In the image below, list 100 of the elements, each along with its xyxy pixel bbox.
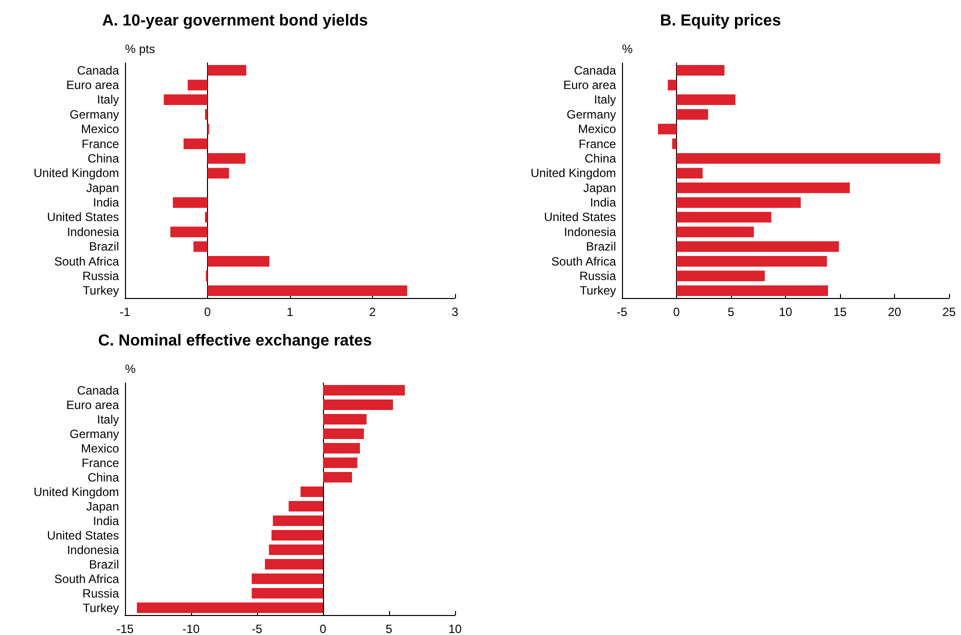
bar bbox=[208, 285, 408, 296]
y-tick-label: Canada bbox=[76, 63, 120, 78]
bar bbox=[193, 241, 208, 252]
y-tick-label: Italy bbox=[96, 412, 119, 426]
bar bbox=[676, 153, 940, 164]
y-tick-label: Turkey bbox=[82, 284, 119, 298]
y-axis-title: % bbox=[622, 42, 633, 56]
y-tick-label: United States bbox=[46, 528, 119, 542]
bar bbox=[323, 385, 405, 396]
y-tick-label: Italy bbox=[96, 92, 119, 107]
x-tick-label: 0 bbox=[673, 305, 680, 319]
bar bbox=[676, 168, 703, 178]
bar bbox=[676, 285, 828, 296]
x-tick-label: 5 bbox=[386, 622, 393, 635]
x-tick-label: 3 bbox=[452, 305, 459, 319]
bar bbox=[323, 428, 364, 439]
bar bbox=[323, 472, 352, 482]
y-tick-label: Mexico bbox=[578, 122, 616, 136]
bar bbox=[676, 256, 827, 267]
bar bbox=[323, 458, 358, 468]
y-tick-label: South Africa bbox=[54, 572, 120, 586]
bar bbox=[208, 168, 229, 178]
bar bbox=[323, 400, 393, 410]
y-tick-label: Brazil bbox=[88, 240, 119, 254]
y-tick-label: United Kingdom bbox=[530, 166, 616, 180]
bar bbox=[252, 574, 323, 584]
chart-title: C. Nominal effective exchange rates bbox=[98, 332, 372, 350]
y-tick-label: Germany bbox=[70, 426, 119, 441]
bar bbox=[272, 516, 323, 526]
y-tick-label: Brazil bbox=[88, 557, 119, 572]
y-tick-label: Euro area bbox=[563, 78, 616, 92]
y-tick-label: Japan bbox=[86, 180, 119, 195]
x-tick-label: 10 bbox=[778, 305, 792, 319]
bar bbox=[676, 226, 754, 238]
x-tick-label: -1 bbox=[120, 305, 131, 319]
bar bbox=[676, 109, 708, 120]
y-tick-label: Japan bbox=[583, 180, 616, 195]
bar bbox=[208, 153, 246, 164]
x-tick-label: -5 bbox=[252, 622, 263, 635]
y-tick-label: Euro area bbox=[66, 78, 120, 92]
chart-title: B. Equity prices bbox=[660, 12, 782, 30]
y-tick-label: Russia bbox=[579, 268, 616, 283]
bar bbox=[323, 443, 360, 454]
bar bbox=[676, 241, 839, 252]
y-tick-label: Indonesia bbox=[564, 224, 616, 239]
bar bbox=[658, 124, 676, 134]
x-tick-label: 10 bbox=[448, 622, 462, 635]
bar bbox=[252, 588, 323, 598]
y-tick-label: United States bbox=[46, 210, 119, 224]
y-tick-label: Mexico bbox=[80, 122, 120, 136]
bar bbox=[172, 197, 208, 208]
y-tick-label: South Africa bbox=[551, 254, 616, 268]
y-tick-label: Canada bbox=[76, 383, 120, 398]
bar bbox=[288, 501, 323, 512]
bar bbox=[264, 559, 323, 570]
bar bbox=[672, 138, 676, 150]
y-tick-label: Germany bbox=[70, 107, 119, 122]
y-tick-label: Indonesia bbox=[66, 224, 120, 239]
y-tick-label: United States bbox=[544, 210, 616, 224]
x-tick-label: -5 bbox=[616, 305, 628, 319]
y-tick-label: South Africa bbox=[54, 254, 120, 268]
y-tick-label: Brazil bbox=[586, 240, 616, 254]
y-tick-label: Indonesia bbox=[66, 542, 120, 557]
y-tick-label: United Kingdom bbox=[34, 484, 119, 499]
y-tick-label: France bbox=[82, 456, 120, 470]
bar bbox=[676, 182, 850, 194]
x-tick-label: 2 bbox=[369, 305, 376, 319]
bar bbox=[184, 138, 208, 150]
bar bbox=[188, 80, 208, 90]
x-tick-label: 5 bbox=[728, 305, 735, 319]
y-tick-label: France bbox=[82, 136, 120, 151]
x-tick-label: -10 bbox=[182, 622, 200, 635]
y-tick-label: Turkey bbox=[82, 600, 119, 615]
y-tick-label: Canada bbox=[574, 63, 616, 78]
bar bbox=[676, 212, 772, 223]
bar bbox=[136, 602, 323, 613]
bar bbox=[676, 94, 736, 106]
y-tick-label: Euro area bbox=[66, 398, 120, 412]
y-tick-label: China bbox=[88, 151, 120, 166]
y-tick-label: Italy bbox=[594, 92, 616, 107]
y-tick-label: Turkey bbox=[580, 284, 616, 298]
bar bbox=[676, 197, 801, 208]
bar bbox=[268, 544, 323, 555]
y-axis-title: % bbox=[125, 362, 136, 376]
bar bbox=[676, 65, 724, 76]
bar bbox=[323, 414, 367, 424]
y-tick-label: India bbox=[92, 514, 120, 528]
x-tick-label: 15 bbox=[833, 305, 847, 319]
x-tick-label: 0 bbox=[204, 305, 212, 319]
x-tick-label: 25 bbox=[942, 305, 956, 319]
y-tick-label: China bbox=[88, 470, 120, 484]
bar bbox=[170, 226, 208, 238]
x-tick-label: -15 bbox=[116, 622, 134, 635]
x-tick-label: 0 bbox=[320, 622, 327, 635]
bar bbox=[668, 80, 676, 90]
y-tick-label: Germany bbox=[566, 107, 616, 122]
bar bbox=[300, 486, 323, 497]
y-tick-label: India bbox=[590, 196, 616, 210]
bar bbox=[164, 94, 208, 106]
y-tick-label: Mexico bbox=[80, 441, 120, 456]
